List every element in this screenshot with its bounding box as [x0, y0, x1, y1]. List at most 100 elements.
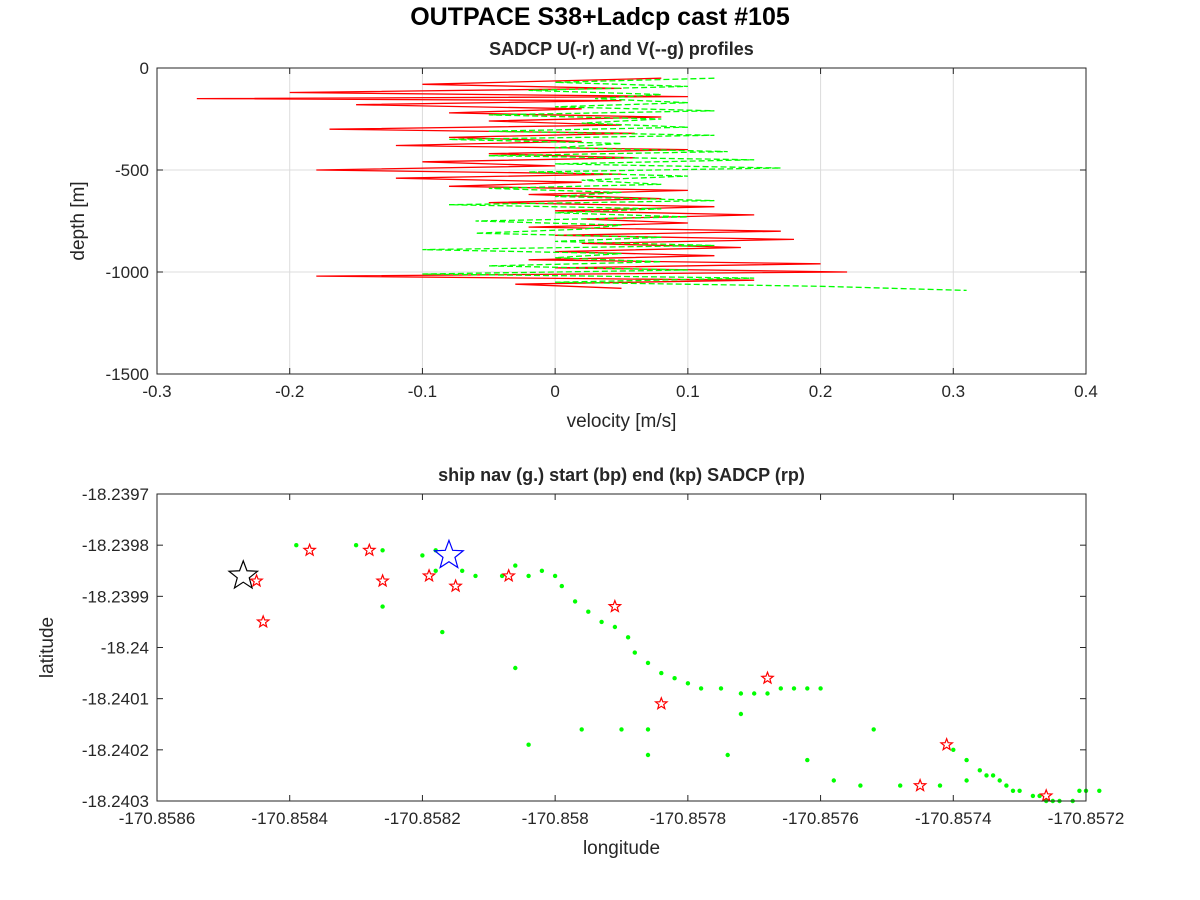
- v-velocity-line: [422, 77, 967, 292]
- sadcp-star-marker: [1038, 788, 1054, 803]
- nav-x-tick-label: -170.8582: [384, 809, 461, 828]
- velocity-profile-chart: -0.3 -0.2 -0.1 0 0.1 0.2 0.3 0.4 -1500 -1000 -500 0…: [68, 39, 1098, 432]
- sadcp-star-marker: [760, 670, 775, 685]
- ship-nav-point: [579, 727, 584, 732]
- nav-y-tick-label: -18.2403: [82, 792, 149, 811]
- ship-nav-point: [1017, 788, 1022, 793]
- ship-nav-point: [791, 686, 797, 691]
- nav-x-axis-label: longitude: [583, 838, 660, 859]
- ship-nav-point: [645, 660, 651, 666]
- ship-nav-series: [294, 543, 1102, 804]
- ship-nav-point: [619, 727, 624, 732]
- ship-nav-point: [977, 768, 982, 773]
- profile-x-tick-label: -0.3: [142, 382, 171, 401]
- nav-x-tick-label: -170.8576: [782, 809, 859, 828]
- nav-x-tick-label: -170.8586: [119, 809, 196, 828]
- profile-y-tick-label: -1500: [106, 365, 149, 384]
- ship-nav-point: [964, 757, 969, 763]
- ship-nav-point: [752, 691, 757, 696]
- profile-frame: -0.3 -0.2 -0.1 0 0.1 0.2 0.3 0.4 -1500 -1000 -500 0…: [68, 39, 1098, 432]
- sadcp-star-marker: [939, 737, 954, 751]
- ship-nav-point: [672, 676, 677, 681]
- ship-nav-point: [559, 583, 564, 589]
- profile-y-tick-label: 0: [140, 59, 149, 78]
- nav-x-tick-label: -170.858: [522, 809, 589, 828]
- ship-nav-point: [738, 711, 744, 717]
- nav-y-tick-label: -18.2397: [82, 485, 149, 504]
- sadcp-star-marker: [249, 573, 264, 588]
- ship-nav-point: [738, 691, 744, 696]
- nav-y-tick-label: -18.2399: [82, 587, 149, 606]
- ship-nav-point: [599, 619, 604, 625]
- ship-nav-point: [513, 563, 518, 568]
- nav-x-tick-label: -170.8572: [1048, 809, 1125, 828]
- sadcp-star-marker: [912, 777, 928, 792]
- sadcp-star-marker: [362, 542, 377, 557]
- ship-nav-point: [990, 773, 996, 778]
- ship-nav-point: [871, 727, 876, 732]
- ship-nav-point: [1097, 788, 1102, 793]
- nav-x-tick-label: -170.8574: [915, 809, 992, 828]
- ship-nav-point: [898, 783, 903, 788]
- end-position-star: [227, 559, 260, 590]
- ship-nav-point: [997, 778, 1002, 783]
- sadcp-star-marker: [607, 598, 623, 613]
- ship-nav-point: [572, 599, 578, 604]
- sadcp-star-marker: [255, 614, 271, 629]
- nav-y-tick-label: -18.2401: [82, 690, 149, 709]
- v-velocity-series: [422, 77, 967, 292]
- nav-y-tick-label: -18.2398: [82, 536, 149, 555]
- ship-nav-point: [645, 727, 651, 732]
- ship-nav-point: [380, 548, 385, 553]
- sadcp-star-marker: [653, 696, 669, 711]
- ship-nav-point: [698, 686, 704, 691]
- nav-y-tick-label: -18.24: [101, 639, 149, 658]
- ship-nav-point: [659, 670, 664, 676]
- profile-x-axis-label: velocity [m/s]: [567, 411, 677, 432]
- ship-nav-point: [937, 783, 943, 788]
- ship-nav-point: [625, 635, 631, 640]
- ship-nav-point: [858, 783, 863, 788]
- ship-nav-point: [433, 568, 438, 573]
- figure-title: OUTPACE S38+Ladcp cast #105: [410, 3, 790, 31]
- ship-nav-point: [380, 604, 385, 609]
- sadcp-star-marker: [448, 578, 463, 593]
- ship-nav-point: [552, 573, 558, 579]
- ship-nav-point: [805, 686, 810, 691]
- ship-nav-point: [586, 609, 591, 614]
- ship-nav-point: [420, 553, 425, 558]
- ship-nav-point: [1030, 793, 1036, 799]
- ship-nav-point: [294, 543, 299, 548]
- profile-x-tick-label: 0: [550, 382, 559, 401]
- ship-nav-point: [645, 752, 651, 758]
- ship-nav-point: [353, 543, 359, 548]
- sadcp-star-marker: [302, 542, 317, 557]
- ship-nav-point: [460, 568, 465, 573]
- ship-nav-point: [632, 650, 637, 655]
- ship-nav-point: [951, 747, 956, 752]
- nav-y-axis-label: latitude: [37, 617, 58, 678]
- ship-nav-point: [526, 573, 531, 579]
- profile-x-tick-label: -0.2: [275, 382, 304, 401]
- ship-nav-point: [831, 778, 836, 783]
- profile-x-tick-label: 0.3: [941, 382, 965, 401]
- ship-nav-point: [964, 778, 969, 783]
- profile-y-axis-label: depth [m]: [68, 181, 89, 260]
- sadcp-star-marker: [421, 568, 437, 583]
- ship-nav-point: [818, 686, 823, 691]
- profile-x-tick-label: 0.2: [809, 382, 833, 401]
- profile-x-tick-label: 0.4: [1074, 382, 1098, 401]
- nav-y-tick-label: -18.2402: [82, 741, 149, 760]
- profile-plot-frame: [156, 67, 1087, 375]
- ship-nav-point: [805, 757, 810, 763]
- ship-nav-point: [685, 681, 691, 686]
- profile-x-tick-label: -0.1: [408, 382, 437, 401]
- sadcp-star-marker: [375, 573, 390, 588]
- ship-nav-point: [765, 691, 770, 696]
- profile-chart-title: SADCP U(-r) and V(--g) profiles: [489, 39, 754, 59]
- sadcp-series: [249, 542, 1054, 803]
- ship-nav-point: [1004, 783, 1009, 788]
- ship-nav-point: [1010, 788, 1016, 793]
